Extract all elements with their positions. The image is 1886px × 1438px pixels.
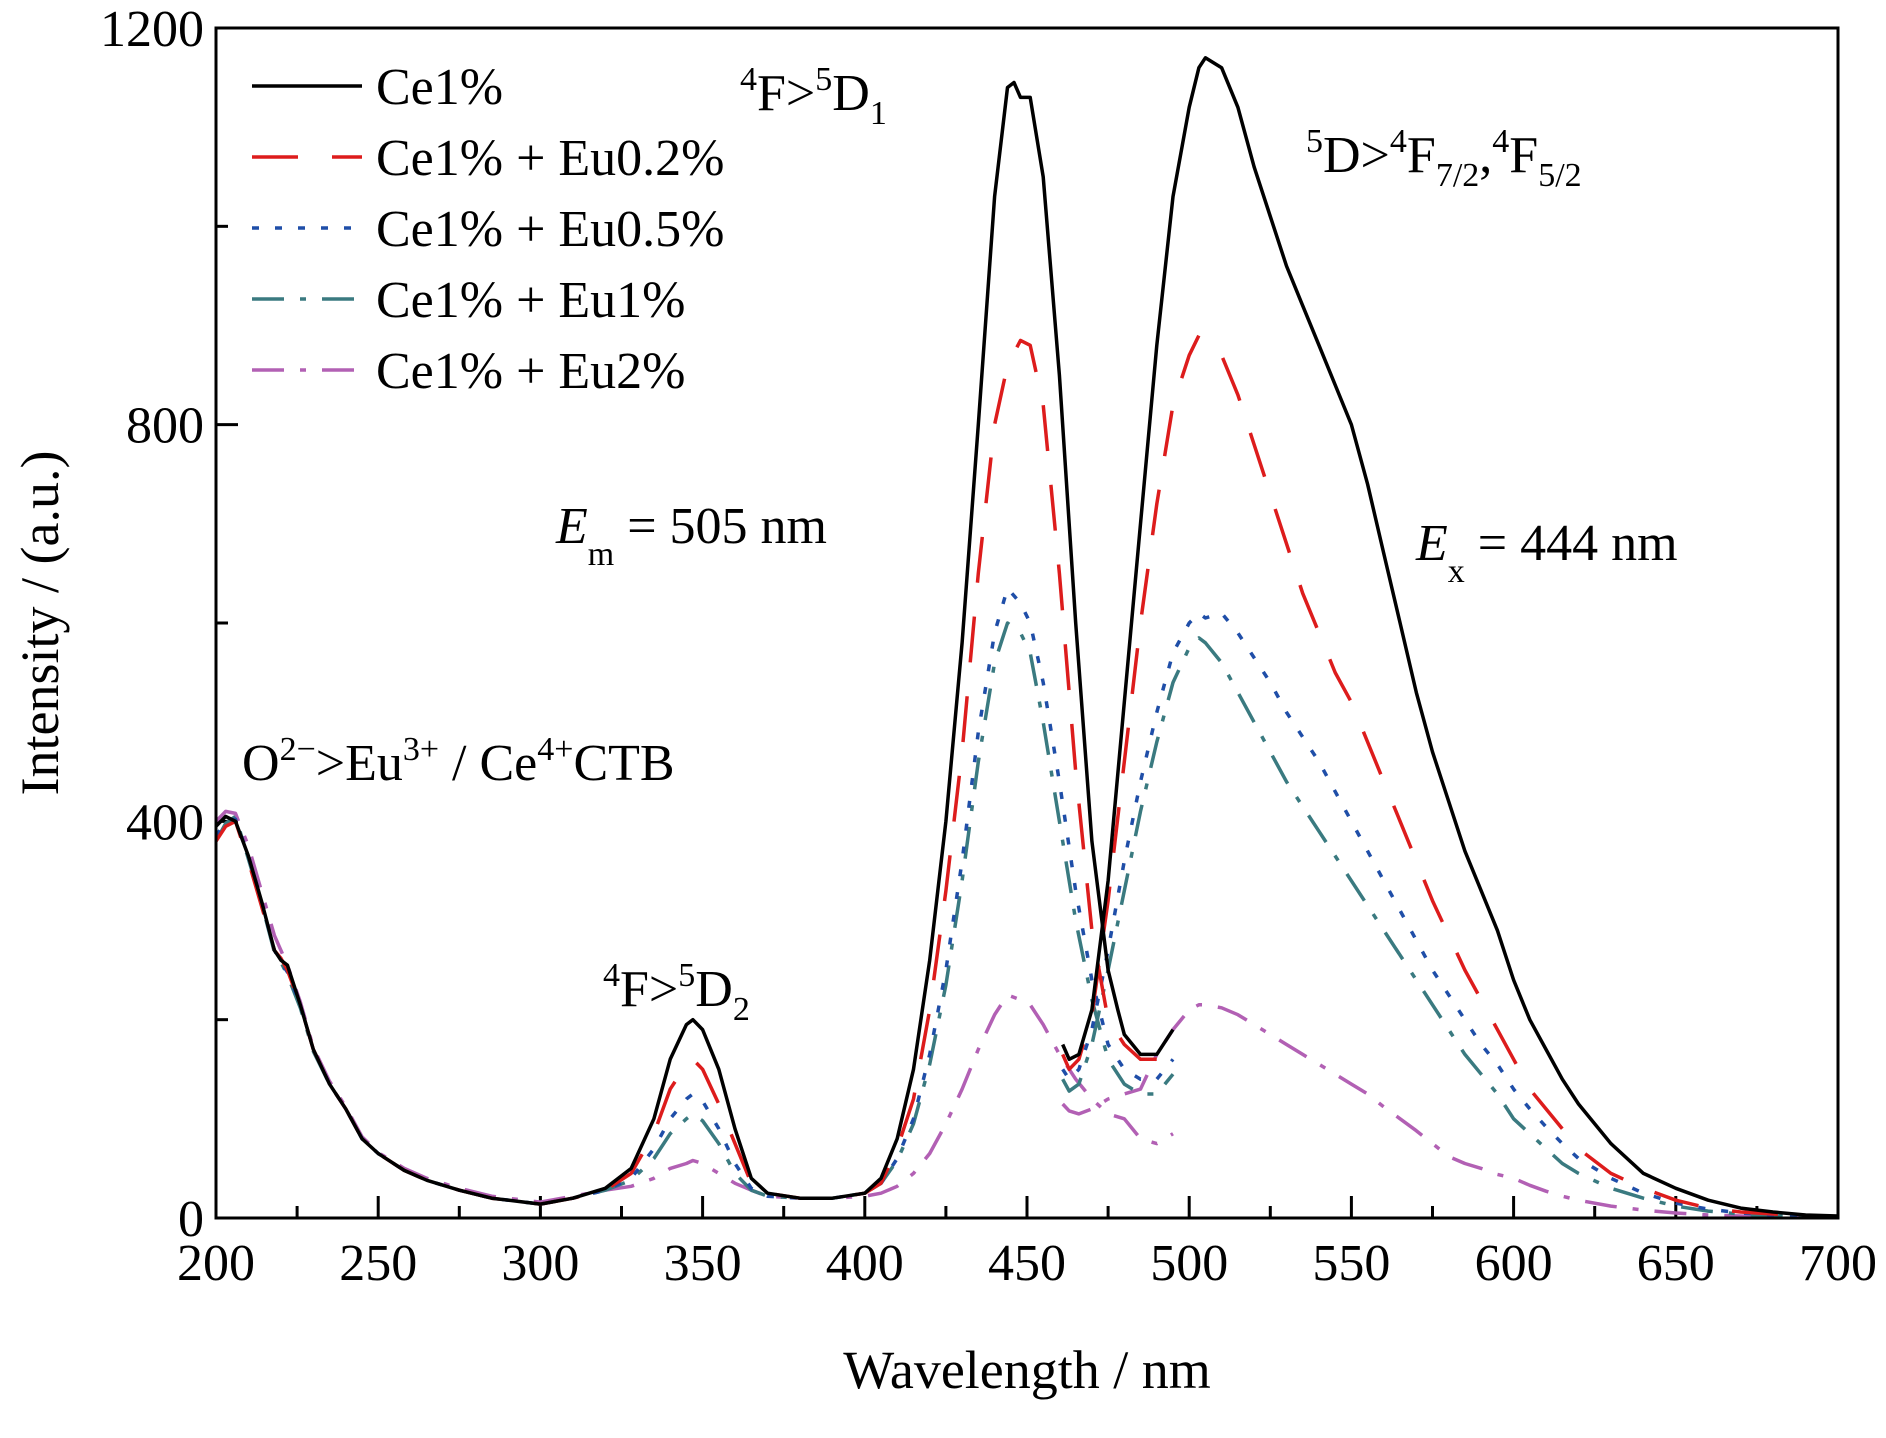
annotation-4f-5d1: 4F>5D1 xyxy=(740,61,887,132)
annotation-5d-4f: 5D>4F7/2,4F5/2 xyxy=(1306,123,1582,194)
legend-label: Ce1% + Eu2% xyxy=(376,343,686,400)
annotation-ex: Ex = 444 nm xyxy=(1415,515,1678,590)
x-tick-label: 400 xyxy=(826,1235,904,1292)
plot-series xyxy=(214,56,1839,1220)
series-line xyxy=(1061,333,1839,1219)
legend-label: Ce1% + Eu1% xyxy=(376,272,686,329)
series-line xyxy=(1061,56,1839,1218)
x-tick-label: 450 xyxy=(988,1235,1066,1292)
x-tick-label: 300 xyxy=(501,1235,579,1292)
x-tick-label: 650 xyxy=(1637,1235,1715,1292)
legend: Ce1% Ce1% + Eu0.2% Ce1% + Eu0.5% Ce1% + Eu1… xyxy=(252,59,725,400)
legend-label: Ce1% + Eu0.5% xyxy=(376,201,725,258)
x-tick-label: 200 xyxy=(177,1235,255,1292)
axis-ticks: 200 250 300 350 400 450 500 550 600 650 700 0 400 800… xyxy=(100,1,1877,1292)
series-line xyxy=(1061,636,1838,1219)
series-line xyxy=(214,586,1175,1206)
x-tick-label: 500 xyxy=(1150,1235,1228,1292)
series-line xyxy=(1061,1003,1839,1220)
y-tick-label: 400 xyxy=(126,794,204,851)
legend-label: Ce1% + Eu0.2% xyxy=(376,130,725,187)
series-line xyxy=(214,80,1175,1206)
x-tick-label: 600 xyxy=(1475,1235,1553,1292)
x-tick-label: 350 xyxy=(664,1235,742,1292)
x-tick-label: 250 xyxy=(339,1235,417,1292)
y-tick-label: 0 xyxy=(178,1191,204,1248)
annotation-em: Em = 505 nm xyxy=(555,498,827,573)
annotation-ctb: O2−>Eu3+ / Ce4+CTB xyxy=(242,731,675,792)
series-line xyxy=(1061,611,1839,1219)
legend-label: Ce1% xyxy=(376,59,503,116)
y-tick-label: 800 xyxy=(126,398,204,455)
x-axis-title: Wavelength / nm xyxy=(843,1340,1211,1400)
y-axis-title: Intensity / (a.u.) xyxy=(10,451,70,796)
series-line xyxy=(214,621,1175,1206)
y-tick-label: 1200 xyxy=(100,1,204,58)
annotation-4f-5d2: 4F>5D2 xyxy=(603,957,750,1028)
x-tick-label: 550 xyxy=(1312,1235,1390,1292)
plot-frame xyxy=(214,26,1840,1220)
x-tick-label: 700 xyxy=(1799,1235,1877,1292)
